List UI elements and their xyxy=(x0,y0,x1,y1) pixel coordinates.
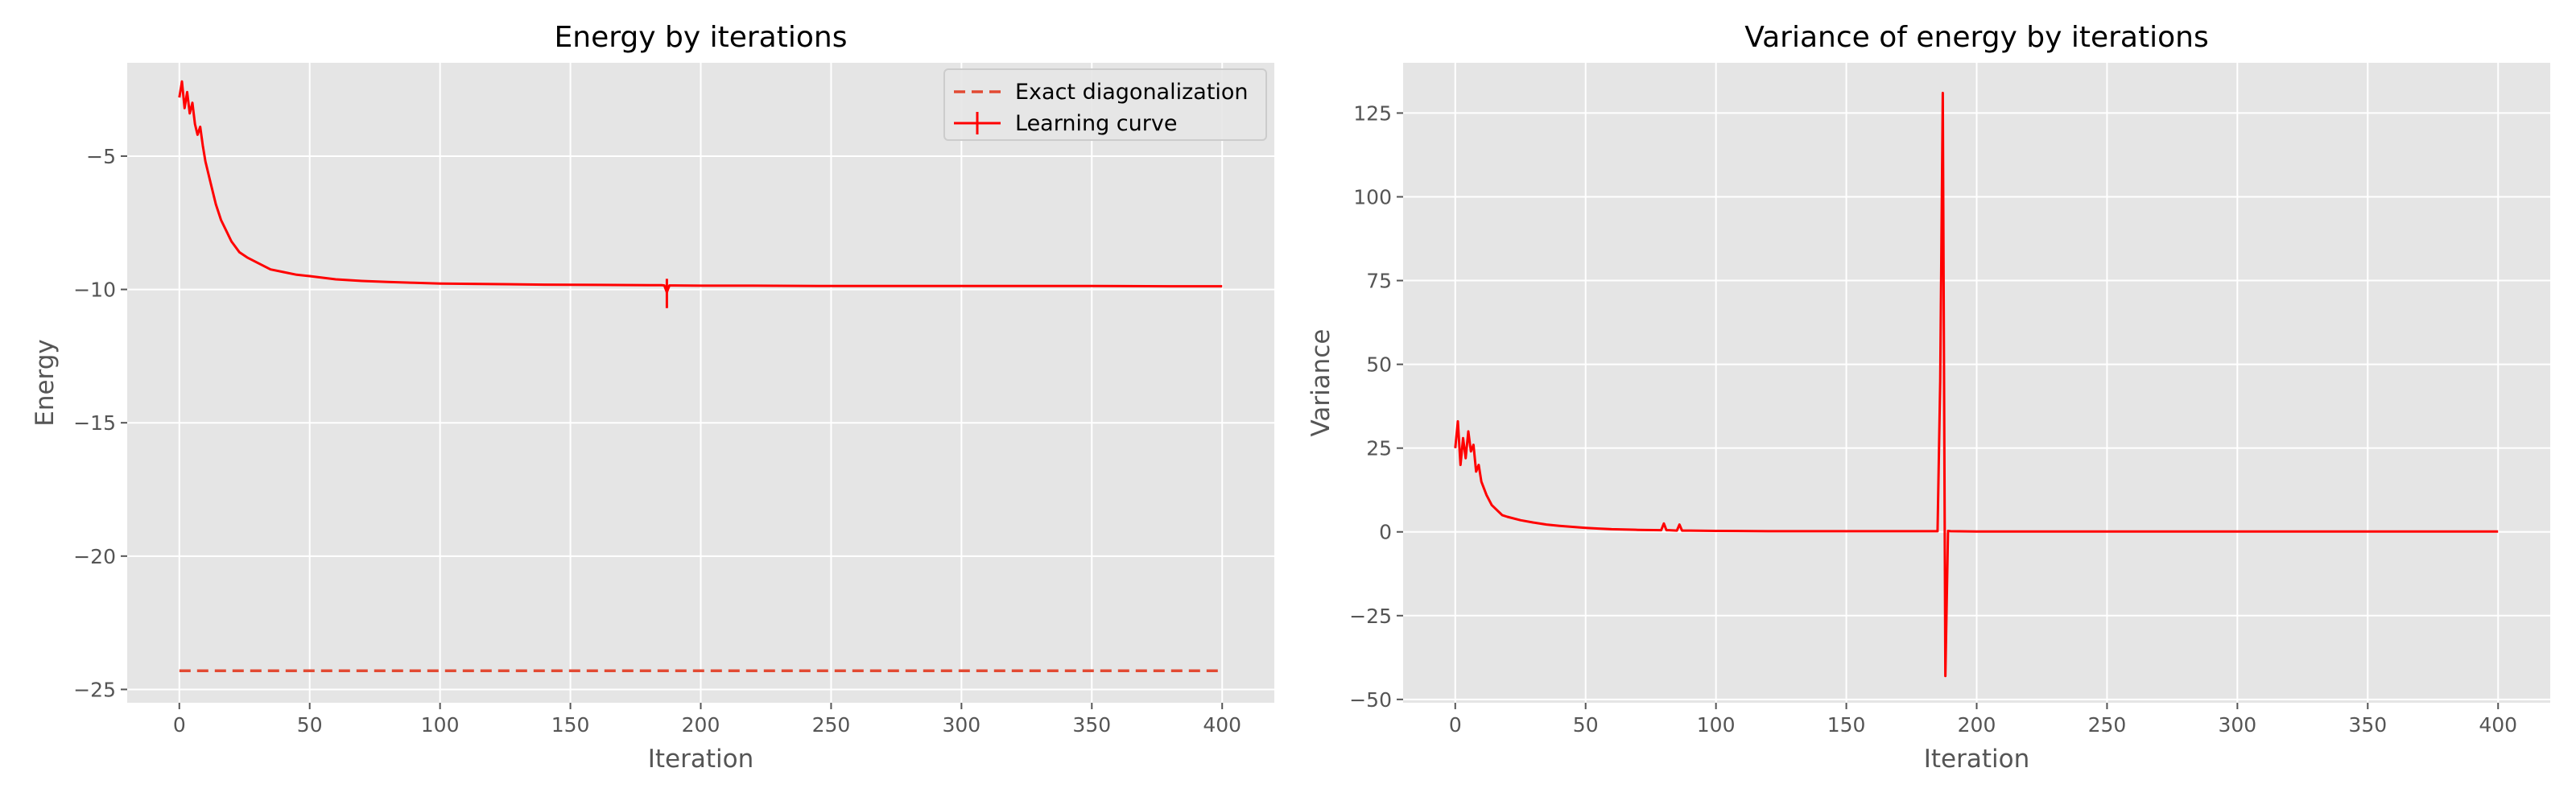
x-tick-label: 100 xyxy=(421,713,460,737)
variance-series-layer xyxy=(1454,92,2499,678)
y-tick-label: −10 xyxy=(73,279,116,302)
x-tick-label: 300 xyxy=(943,713,981,737)
y-tick-label: 75 xyxy=(1366,270,1392,293)
y-tick-label: 25 xyxy=(1366,437,1392,460)
y-tick-label: −15 xyxy=(73,411,116,435)
variance-ticks: 0 50 100 150 200 250 300 350 400 −50 −25 0 25 50 75 100… xyxy=(1349,101,2517,737)
y-tick-label: −20 xyxy=(73,545,116,568)
x-tick-label: 50 xyxy=(1573,713,1599,737)
x-tick-label: 100 xyxy=(1697,713,1736,737)
y-tick-label: −25 xyxy=(73,678,116,701)
x-tick-label: 150 xyxy=(1827,713,1866,737)
x-tick-label: 150 xyxy=(551,713,590,737)
y-tick-label: 0 xyxy=(1379,521,1392,544)
x-tick-label: 0 xyxy=(1449,713,1462,737)
energy-series-line-1 xyxy=(178,80,1223,294)
x-tick-label: 200 xyxy=(682,713,720,737)
energy-grid xyxy=(127,63,1274,703)
x-tick-label: 0 xyxy=(173,713,186,737)
x-tick-label: 300 xyxy=(2219,713,2257,737)
x-tick-label: 400 xyxy=(2479,713,2517,737)
variance-y-axis-label: Variance xyxy=(1307,329,1335,437)
energy-y-axis-label: Energy xyxy=(31,339,60,427)
variance-chart: 0 50 100 150 200 250 300 350 400 −50 −25 0 25 50 75 100… xyxy=(1307,21,2550,774)
x-tick-label: 350 xyxy=(2348,713,2387,737)
energy-chart: 0 50 100 150 200 250 300 350 400 −25 −20 −15 −10 −5 E… xyxy=(31,21,1274,774)
x-tick-label: 50 xyxy=(297,713,323,737)
y-tick-label: −50 xyxy=(1349,688,1392,712)
y-tick-label: −5 xyxy=(86,145,116,168)
energy-chart-title: Energy by iterations xyxy=(555,21,848,54)
y-tick-label: −25 xyxy=(1349,605,1392,628)
y-tick-label: 125 xyxy=(1353,101,1392,125)
y-tick-label: 50 xyxy=(1366,353,1392,377)
energy-legend: Exact diagonalization Learning curve xyxy=(943,68,1267,141)
variance-series-line-0 xyxy=(1454,92,2499,678)
variance-x-axis-label: Iteration xyxy=(1924,745,2030,774)
x-tick-label: 250 xyxy=(2088,713,2127,737)
legend-entry-exact-diagonalization: Exact diagonalization xyxy=(1015,80,1249,105)
energy-x-axis-label: Iteration xyxy=(648,745,754,774)
energy-ticks: 0 50 100 150 200 250 300 350 400 −25 −20 −15 −10 −5 xyxy=(73,145,1241,737)
x-tick-label: 250 xyxy=(812,713,851,737)
variance-chart-title: Variance of energy by iterations xyxy=(1744,21,2208,54)
legend-box xyxy=(943,68,1267,141)
y-tick-label: 100 xyxy=(1353,185,1392,208)
legend-entry-learning-curve: Learning curve xyxy=(1015,111,1177,136)
x-tick-label: 400 xyxy=(1203,713,1241,737)
x-tick-label: 200 xyxy=(1958,713,1996,737)
x-tick-label: 350 xyxy=(1072,713,1111,737)
energy-series-layer xyxy=(178,80,1223,673)
